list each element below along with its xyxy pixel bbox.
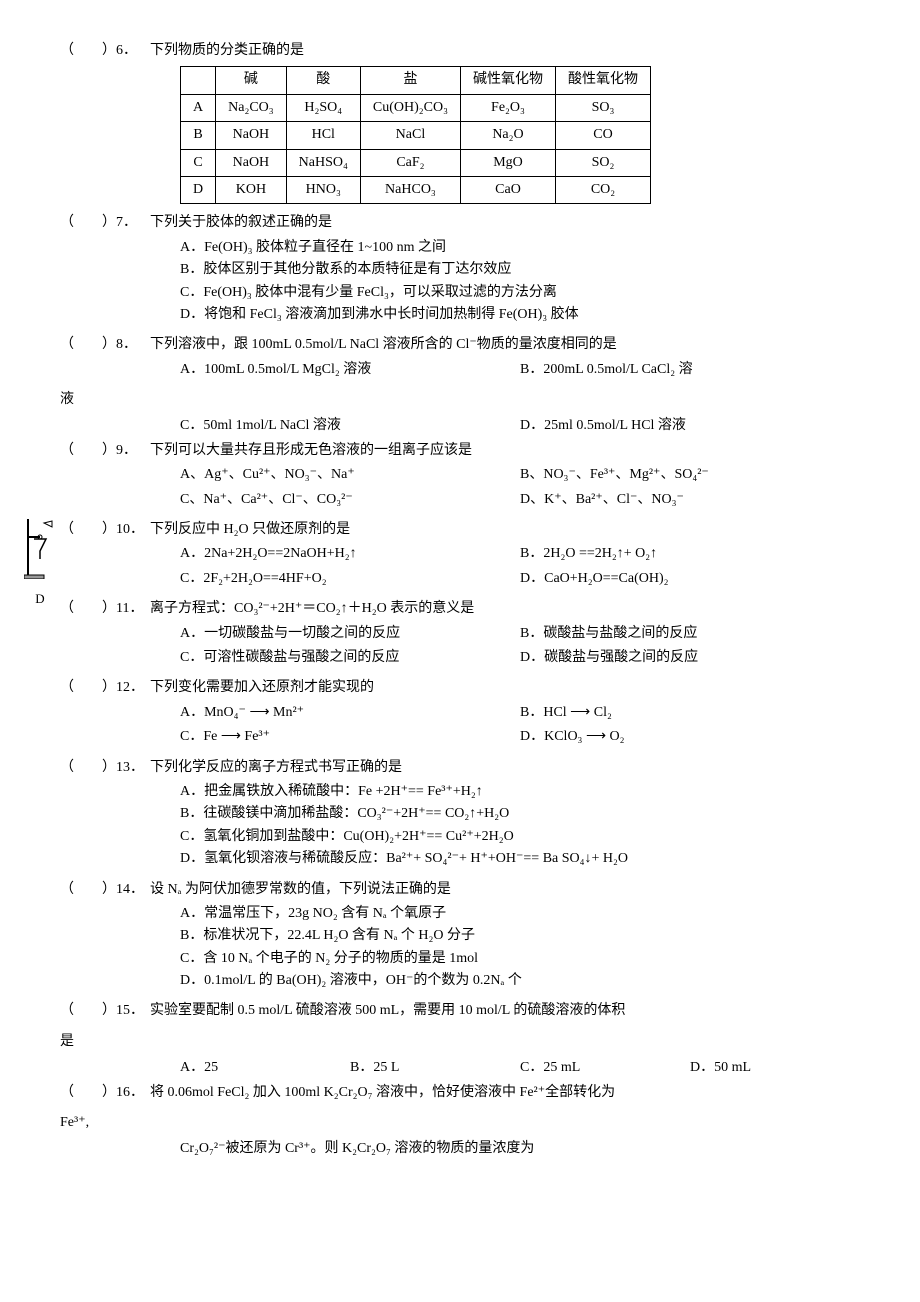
question-15: （ ）15．实验室要配制 0.5 mol/L 硫酸溶液 500 mL，需要用 1… bbox=[60, 1000, 860, 1022]
question-9: （ ）9．下列可以大量共存且形成无色溶液的一组离子应该是 A、Ag⁺、Cu²⁺、… bbox=[60, 440, 860, 511]
option-d: D．CaO+H₂O==Ca(OH)₂ bbox=[520, 568, 860, 590]
th: 碱 bbox=[216, 67, 287, 94]
q14-paren: （ ）14． bbox=[60, 879, 150, 901]
option-d: D．将饱和 FeCl₃ 溶液滴加到沸水中长时间加热制得 Fe(OH)₃ 胶体 bbox=[180, 304, 860, 326]
q6-paren: （ ）6． bbox=[60, 40, 150, 62]
option-b: B．胶体区别于其他分散系的本质特征是有丁达尔效应 bbox=[180, 259, 860, 281]
q8-paren: （ ）8． bbox=[60, 334, 150, 356]
option-a: A．把金属铁放入稀硫酸中：Fe +2H⁺== Fe³⁺+H₂↑ bbox=[180, 781, 860, 803]
figure-d: D bbox=[20, 519, 60, 610]
table-row: CNaOHNaHSO₄CaF₂MgOSO₂ bbox=[181, 149, 651, 176]
th bbox=[181, 67, 216, 94]
q7-text: 下列关于胶体的叙述正确的是 bbox=[150, 212, 860, 234]
option-a: A．常温常压下，23g NO₂ 含有 Nₐ 个氧原子 bbox=[180, 903, 860, 925]
option-b: B、NO₃⁻、Fe³⁺、Mg²⁺、SO₄²⁻ bbox=[520, 464, 860, 486]
option-b: B．2H₂O ==2H₂↑+ O₂↑ bbox=[520, 543, 860, 565]
option-c: C．Fe ⟶ Fe³⁺ bbox=[180, 726, 520, 748]
table-row: BNaOHHClNaClNa₂OCO bbox=[181, 122, 651, 149]
option-c: C．25 mL bbox=[520, 1057, 690, 1079]
question-6: （ ）6． 下列物质的分类正确的是 碱 酸 盐 碱性氧化物 酸性氧化物 ANa₂… bbox=[60, 40, 860, 204]
option-a: A．一切碳酸盐与一切酸之间的反应 bbox=[180, 623, 520, 645]
option-d: D．0.1mol/L 的 Ba(OH)₂ 溶液中，OH⁻的个数为 0.2Nₐ 个 bbox=[180, 970, 860, 992]
th: 碱性氧化物 bbox=[460, 67, 555, 94]
q16-tail: Fe³⁺, bbox=[60, 1112, 860, 1134]
q11-paren: （ ）11． bbox=[60, 598, 150, 620]
option-d: D．KClO₃ ⟶ O₂ bbox=[520, 726, 860, 748]
option-b: B．HCl ⟶ Cl₂ bbox=[520, 702, 860, 724]
option-c: C．2F₂+2H₂O==4HF+O₂ bbox=[180, 568, 520, 590]
table-row: DKOHHNO₃NaHCO₃CaOCO₂ bbox=[181, 176, 651, 203]
option-c: C．可溶性碳酸盐与强酸之间的反应 bbox=[180, 647, 520, 669]
question-12: （ ）12．下列变化需要加入还原剂才能实现的 A．MnO₄⁻ ⟶ Mn²⁺B．H… bbox=[60, 677, 860, 748]
table-row: ANa₂CO₃H₂SO₄Cu(OH)₂CO₃Fe₂O₃SO₃ bbox=[181, 94, 651, 121]
option-a: A．25 bbox=[180, 1057, 350, 1079]
option-a: A．2Na+2H₂O==2NaOH+H₂↑ bbox=[180, 543, 520, 565]
question-10: D （ ）10．下列反应中 H₂O 只做还原剂的是 A．2Na+2H₂O==2N… bbox=[60, 519, 860, 590]
q10-text: 下列反应中 H₂O 只做还原剂的是 bbox=[150, 519, 860, 541]
q6-head: （ ）6． 下列物质的分类正确的是 bbox=[60, 40, 860, 62]
q9-text: 下列可以大量共存且形成无色溶液的一组离子应该是 bbox=[150, 440, 860, 462]
option-b: B．标准状况下，22.4L H₂O 含有 Nₐ 个 H₂O 分子 bbox=[180, 925, 860, 947]
q13-paren: （ ）13． bbox=[60, 757, 150, 779]
q9-paren: （ ）9． bbox=[60, 440, 150, 462]
table-header-row: 碱 酸 盐 碱性氧化物 酸性氧化物 bbox=[181, 67, 651, 94]
funnel-stand-icon bbox=[24, 519, 56, 579]
option-c: C．50ml 1mol/L NaCl 溶液 bbox=[180, 415, 520, 437]
q12-paren: （ ）12． bbox=[60, 677, 150, 699]
q15-paren: （ ）15． bbox=[60, 1000, 150, 1022]
option-c: C、Na⁺、Ca²⁺、Cl⁻、CO₃²⁻ bbox=[180, 489, 520, 511]
th: 酸性氧化物 bbox=[555, 67, 650, 94]
q8-text: 下列溶液中，跟 100mL 0.5mol/L NaCl 溶液所含的 Cl⁻物质的… bbox=[150, 334, 860, 356]
q6-text: 下列物质的分类正确的是 bbox=[150, 40, 860, 62]
option-a: A、Ag⁺、Cu²⁺、NO₃⁻、Na⁺ bbox=[180, 464, 520, 486]
question-13: （ ）13．下列化学反应的离子方程式书写正确的是 A．把金属铁放入稀硫酸中：Fe… bbox=[60, 757, 860, 871]
question-7: （ ）7．下列关于胶体的叙述正确的是 A．Fe(OH)₃ 胶体粒子直径在 1~1… bbox=[60, 212, 860, 326]
option-a: A．MnO₄⁻ ⟶ Mn²⁺ bbox=[180, 702, 520, 724]
option-b: B．200mL 0.5mol/L CaCl₂ 溶 bbox=[520, 359, 860, 381]
q7-options: A．Fe(OH)₃ 胶体粒子直径在 1~100 nm 之间 B．胶体区别于其他分… bbox=[60, 237, 860, 327]
option-d: D．碳酸盐与强酸之间的反应 bbox=[520, 647, 860, 669]
option-a: A．Fe(OH)₃ 胶体粒子直径在 1~100 nm 之间 bbox=[180, 237, 860, 259]
q7-paren: （ ）7． bbox=[60, 212, 150, 234]
q12-text: 下列变化需要加入还原剂才能实现的 bbox=[150, 677, 860, 699]
option-b: B．往碳酸镁中滴加稀盐酸：CO₃²⁻+2H⁺== CO₂↑+H₂O bbox=[180, 803, 860, 825]
option-b: B．碳酸盐与盐酸之间的反应 bbox=[520, 623, 860, 645]
option-c: C．Fe(OH)₃ 胶体中混有少量 FeCl₃，可以采取过滤的方法分离 bbox=[180, 282, 860, 304]
q13-text: 下列化学反应的离子方程式书写正确的是 bbox=[150, 757, 860, 779]
question-16: （ ）16．将 0.06mol FeCl₂ 加入 100ml K₂Cr₂O₇ 溶… bbox=[60, 1082, 860, 1104]
q10-paren: （ ）10． bbox=[60, 519, 150, 541]
q16-text: 将 0.06mol FeCl₂ 加入 100ml K₂Cr₂O₇ 溶液中，恰好使… bbox=[150, 1082, 860, 1104]
q11-text: 离子方程式：CO₃²⁻+2H⁺＝CO₂↑＋H₂O 表示的意义是 bbox=[150, 598, 860, 620]
q16-paren: （ ）16． bbox=[60, 1082, 150, 1104]
q8-tail: 液 bbox=[60, 389, 860, 411]
q15-text: 实验室要配制 0.5 mol/L 硫酸溶液 500 mL，需要用 10 mol/… bbox=[150, 1000, 860, 1022]
question-11: （ ）11．离子方程式：CO₃²⁻+2H⁺＝CO₂↑＋H₂O 表示的意义是 A．… bbox=[60, 598, 860, 669]
option-c: C．含 10 Nₐ 个电子的 N₂ 分子的物质的量是 1mol bbox=[180, 948, 860, 970]
option-d: D．25ml 0.5mol/L HCl 溶液 bbox=[520, 415, 860, 437]
option-c: C．氢氧化铜加到盐酸中：Cu(OH)₂+2H⁺== Cu²⁺+2H₂O bbox=[180, 826, 860, 848]
option-d: D．50 mL bbox=[690, 1057, 860, 1079]
q14-text: 设 Nₐ 为阿伏加德罗常数的值，下列说法正确的是 bbox=[150, 879, 860, 901]
question-8: （ ）8．下列溶液中，跟 100mL 0.5mol/L NaCl 溶液所含的 C… bbox=[60, 334, 860, 381]
th: 酸 bbox=[286, 67, 360, 94]
figure-label: D bbox=[20, 589, 60, 610]
question-14: （ ）14．设 Nₐ 为阿伏加德罗常数的值，下列说法正确的是 A．常温常压下，2… bbox=[60, 879, 860, 993]
th: 盐 bbox=[360, 67, 460, 94]
option-d: D、K⁺、Ba²⁺、Cl⁻、NO₃⁻ bbox=[520, 489, 860, 511]
q15-tail: 是 bbox=[60, 1031, 860, 1053]
q16-line2: Cr₂O₇²⁻被还原为 Cr³⁺。则 K₂Cr₂O₇ 溶液的物质的量浓度为 bbox=[60, 1138, 860, 1160]
option-b: B．25 L bbox=[350, 1057, 520, 1079]
option-d: D．氢氧化钡溶液与稀硫酸反应：Ba²⁺+ SO₄²⁻+ H⁺+OH⁻== Ba … bbox=[180, 848, 860, 870]
q6-table: 碱 酸 盐 碱性氧化物 酸性氧化物 ANa₂CO₃H₂SO₄Cu(OH)₂CO₃… bbox=[180, 66, 651, 204]
option-a: A．100mL 0.5mol/L MgCl₂ 溶液 bbox=[180, 359, 520, 381]
